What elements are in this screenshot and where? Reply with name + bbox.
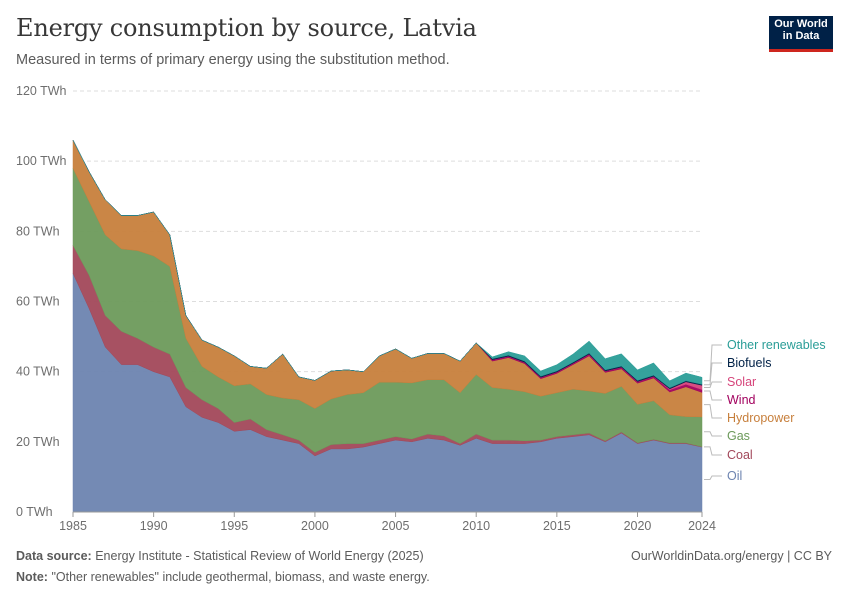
logo-line-2: in Data <box>782 30 820 42</box>
y-tick-label: 40 TWh <box>16 365 60 379</box>
area-other-renewables[interactable] <box>72 139 703 389</box>
x-tick-label: 1990 <box>140 519 168 533</box>
x-tick-label: 1995 <box>220 519 248 533</box>
chart-subtitle: Measured in terms of primary energy usin… <box>16 52 450 68</box>
legend-label-other-renewables[interactable]: Other renewables <box>727 338 826 352</box>
legend-label-wind[interactable]: Wind <box>727 393 756 407</box>
x-axis: 1985 1990 1995 2000 2005 2010 2015 2020 2024 <box>59 511 716 533</box>
y-axis: 0 TWh 20 TWh 40 TWh 60 TWh 80 TWh 100 TWh 120 … <box>16 84 67 519</box>
legend-label-hydropower[interactable]: Hydropower <box>727 411 794 425</box>
owid-logo[interactable]: Our World in Data <box>769 16 833 52</box>
license-text: | CC BY <box>787 549 832 563</box>
source-label: Data source: <box>16 549 92 563</box>
chart-areas <box>72 139 703 513</box>
legend-connector <box>704 404 722 419</box>
data-source: Data source: Energy Institute - Statisti… <box>16 549 424 563</box>
legend-connector <box>704 431 722 437</box>
legend-connector <box>704 390 722 401</box>
source-text: Energy Institute - Statistical Review of… <box>95 549 424 563</box>
y-tick-label: 20 TWh <box>16 435 60 449</box>
y-tick-label: 0 TWh <box>16 505 53 519</box>
note-text: "Other renewables" include geothermal, b… <box>51 570 430 584</box>
legend-label-oil[interactable]: Oil <box>727 469 742 483</box>
x-tick-label: 2024 <box>688 519 716 533</box>
legend-connector <box>704 475 722 480</box>
legend-connector <box>704 381 722 388</box>
legend-connector <box>704 344 722 382</box>
y-tick-label: 120 TWh <box>16 84 67 98</box>
attribution: OurWorldinData.org/energy | CC BY <box>631 549 832 563</box>
y-tick-label: 60 TWh <box>16 295 60 309</box>
y-tick-label: 100 TWh <box>16 154 67 168</box>
chart-note: Note: "Other renewables" include geother… <box>16 570 430 584</box>
x-tick-label: 2010 <box>462 519 490 533</box>
legend-connector <box>704 446 722 456</box>
legend-connector <box>704 362 722 386</box>
legend-label-gas[interactable]: Gas <box>727 429 750 443</box>
x-tick-label: 2020 <box>624 519 652 533</box>
x-tick-label: 2005 <box>382 519 410 533</box>
x-tick-label: 1985 <box>59 519 87 533</box>
x-tick-label: 2015 <box>543 519 571 533</box>
logo-line-1: Our World <box>774 18 828 30</box>
legend-label-coal[interactable]: Coal <box>727 448 753 462</box>
note-label: Note: <box>16 570 48 584</box>
source-link[interactable]: OurWorldinData.org/energy <box>630 549 784 563</box>
chart-title: Energy consumption by source, Latvia <box>16 14 477 42</box>
x-tick-label: 2000 <box>301 519 329 533</box>
y-tick-label: 80 TWh <box>16 224 60 238</box>
legend: Other renewables Biofuels Solar Wind Hydropo… <box>704 338 826 483</box>
legend-label-solar[interactable]: Solar <box>727 375 756 389</box>
legend-label-biofuels[interactable]: Biofuels <box>727 356 771 370</box>
